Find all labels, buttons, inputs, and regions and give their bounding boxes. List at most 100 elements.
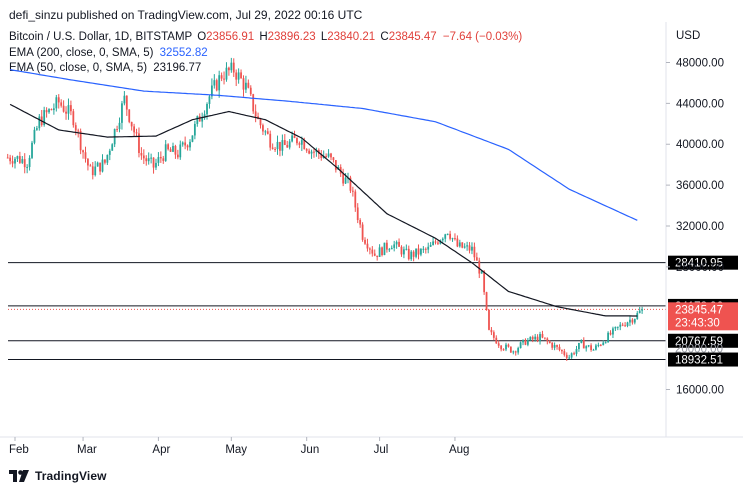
candle-body [378,247,381,257]
candle-body [303,140,306,150]
candle-body [35,128,38,130]
candle-body [492,332,495,338]
candle-body [94,166,97,176]
candle-body [38,116,41,129]
candle-body [31,142,33,158]
candle-body [157,157,160,163]
candle-body [128,109,131,122]
candle-body [395,241,398,245]
candle-body [509,346,512,353]
candle-body [434,241,437,243]
candle-body [52,108,55,111]
candle-body [619,324,622,327]
candle-body [220,75,223,79]
ema50-value: 23196.77 [153,62,202,74]
candle-body [490,329,493,333]
candle-body [228,67,230,71]
candle-body [55,97,58,109]
candle-body [575,349,578,354]
candle-body [191,135,194,142]
candle-body [592,349,595,351]
candle-body [296,138,298,144]
candle-body [89,165,92,167]
ohlc-open: O23856.91 [197,31,255,43]
candle-body [215,80,218,91]
candle-body [432,241,434,246]
candle-body [626,322,629,326]
candle-body [283,140,286,145]
candle-body [427,246,430,250]
x-tick-label: Jul [374,444,389,456]
ema200-label: EMA (200, close, 0, SMA, 5) [9,47,154,59]
candle-body [72,111,75,126]
candle-body [249,87,252,95]
price-change: −7.64 (−0.03%) [442,31,523,43]
y-tick-label: 44000.00 [676,98,724,110]
candle-body [33,129,36,143]
candle-body [597,344,600,346]
candle-body [556,345,558,347]
candle-body [570,353,573,358]
candle-body [123,95,126,104]
candle-body [79,130,82,151]
candle-body [641,309,644,311]
candle-body [454,238,456,240]
candle-body [578,342,580,350]
candle-body [310,151,313,154]
candle-body [471,246,473,251]
candle-body [585,346,588,349]
candle-body [150,157,153,159]
horizontal-levels: 28410.9524178.9620767.5918932.5120000.00… [8,255,738,367]
candle-body [356,207,359,220]
candle-body [242,78,245,90]
candle-body [108,150,111,155]
candle-body [568,357,571,359]
ema200-legend[interactable]: EMA (200, close, 0, SMA, 5) 32552.82 [9,47,208,59]
candle-body [213,80,216,86]
candle-body [21,159,24,163]
candle-body [225,67,228,80]
candle-body [288,141,291,148]
candle-body [159,157,162,159]
level-label: 28410.95 [675,258,723,270]
candle-body [429,245,432,247]
hidden-tick-label: 20000.00 [675,344,723,356]
candle-body [203,114,206,118]
candle-body [179,144,182,158]
candle-body [60,102,63,106]
candles [6,57,644,361]
currency-label: USD [676,30,701,42]
candle-body [385,242,388,250]
candle-body [573,353,575,355]
candle-body [106,154,109,163]
x-tick-label: Aug [449,444,469,456]
tradingview-branding[interactable]: TradingView [9,469,107,483]
candle-body [262,125,264,132]
candle-body [320,153,323,158]
candle-body [351,190,354,192]
candle-body [381,247,383,256]
candle-body [629,319,631,323]
candle-body [512,351,515,353]
x-tick-label: Mar [77,444,97,456]
candle-body [565,354,568,358]
candle-body [125,95,128,110]
candle-body [111,144,114,151]
candle-body [266,131,269,134]
ema200-value: 32552.82 [159,47,208,59]
candle-body [475,257,478,261]
candle-body [198,116,201,122]
candle-body [403,249,405,255]
candle-body [74,125,77,131]
candle-body [77,130,80,132]
candle-body [561,349,563,352]
candle-body [230,62,233,71]
candle-body [517,348,520,353]
candle-body [184,142,187,146]
candle-body [91,166,94,176]
candle-body [269,133,272,148]
candle-body [104,159,106,163]
candle-body [614,326,617,329]
ema50-legend[interactable]: EMA (50, close, 0, SMA, 5) 23196.77 [9,62,201,74]
